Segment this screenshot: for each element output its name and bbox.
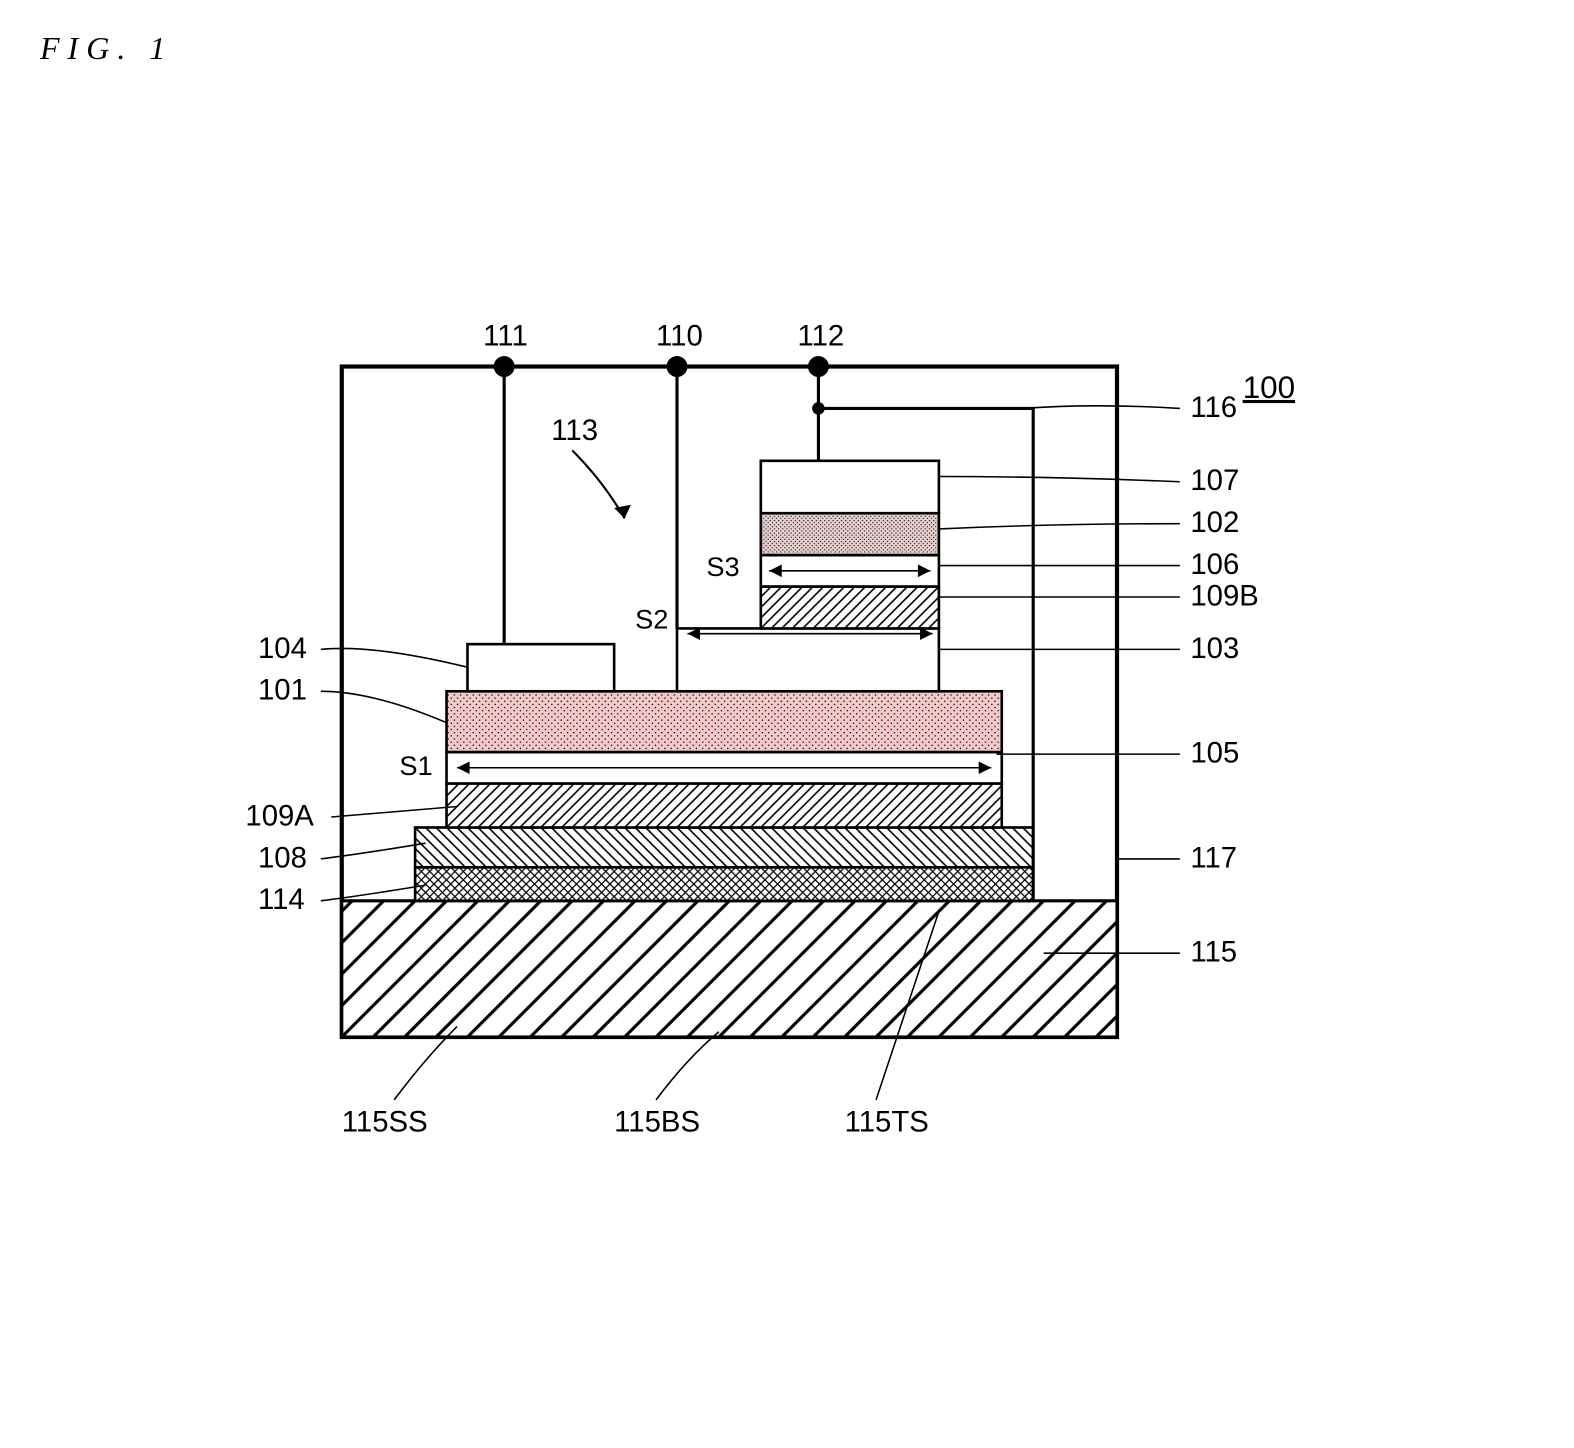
layer-109b <box>761 587 939 629</box>
label-108: 108 <box>258 841 307 874</box>
label-110: 110 <box>656 320 703 353</box>
label-109a: 109A <box>245 799 314 832</box>
diagram-svg: 111 110 112 100 113 S3 S2 S1 104 101 109… <box>237 107 1337 1307</box>
layer-109a <box>447 783 1002 827</box>
terminal-110 <box>667 356 688 377</box>
layer-114 <box>415 867 1033 901</box>
label-103: 103 <box>1190 632 1239 665</box>
label-101: 101 <box>258 674 307 707</box>
label-111: 111 <box>483 320 528 353</box>
label-113: 113 <box>551 414 598 447</box>
label-106: 106 <box>1190 548 1239 581</box>
ref-100: 100 <box>1243 370 1295 405</box>
label-115: 115 <box>1190 936 1237 969</box>
label-115ts: 115TS <box>845 1105 929 1138</box>
label-109b: 109B <box>1190 579 1259 612</box>
figure-title: FIG. 1 <box>40 30 1554 67</box>
label-s2: S2 <box>635 603 668 634</box>
label-116: 116 <box>1190 391 1237 424</box>
label-s3: S3 <box>706 551 739 582</box>
layer-102 <box>761 513 939 555</box>
layer-101 <box>447 691 1002 752</box>
terminal-112 <box>808 356 829 377</box>
layer-115 <box>342 901 1117 1037</box>
label-115ss: 115SS <box>342 1105 428 1138</box>
label-112: 112 <box>797 320 844 353</box>
layer-103 <box>677 628 939 691</box>
label-104: 104 <box>258 632 307 665</box>
label-114: 114 <box>258 883 305 916</box>
layer-104 <box>467 644 614 691</box>
label-115bs: 115BS <box>614 1105 700 1138</box>
terminal-111 <box>494 356 515 377</box>
label-s1: S1 <box>399 750 432 781</box>
label-117: 117 <box>1190 841 1237 874</box>
layer-108 <box>415 827 1033 867</box>
label-105: 105 <box>1190 737 1239 770</box>
label-107: 107 <box>1190 464 1239 497</box>
label-102: 102 <box>1190 506 1239 539</box>
layer-107 <box>761 461 939 513</box>
